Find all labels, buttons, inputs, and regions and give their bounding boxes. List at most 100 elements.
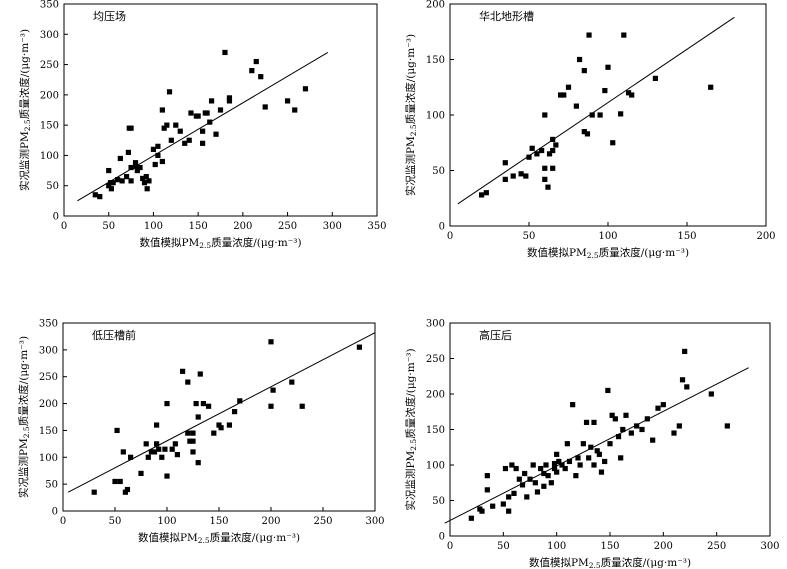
data-point: [188, 110, 194, 116]
data-point: [602, 458, 608, 465]
data-point: [529, 145, 535, 151]
x-tick-label: 50: [497, 541, 510, 552]
data-point: [484, 487, 490, 493]
x-tick-label: 150: [677, 231, 696, 242]
data-point: [197, 371, 203, 377]
data-point: [152, 161, 158, 168]
data-point: [168, 137, 174, 143]
y-tick-label: 100: [40, 151, 59, 162]
x-tick-label: 250: [313, 516, 332, 527]
data-point: [172, 441, 178, 447]
data-point: [169, 446, 175, 452]
data-point: [140, 175, 146, 182]
data-point: [195, 460, 201, 466]
data-point: [539, 147, 545, 154]
data-point: [207, 119, 213, 125]
data-point: [652, 75, 658, 81]
data-point: [206, 403, 212, 409]
data-point: [164, 122, 170, 128]
data-point: [150, 146, 157, 152]
x-tick-label: 150: [189, 221, 208, 232]
data-point: [629, 92, 635, 98]
data-point: [185, 430, 191, 436]
data-point: [91, 489, 97, 495]
data-point: [559, 462, 565, 468]
data-point: [618, 111, 624, 117]
data-point: [570, 402, 576, 408]
data-point: [222, 49, 228, 56]
data-point: [566, 458, 573, 465]
data-point: [268, 339, 274, 345]
data-point: [509, 462, 515, 468]
data-point: [185, 379, 191, 385]
y-tick-label: 200: [426, 0, 445, 11]
y-tick-label: 0: [439, 222, 445, 233]
data-point: [97, 194, 103, 200]
data-point: [527, 476, 533, 482]
data-point: [530, 462, 536, 468]
data-point: [575, 455, 581, 461]
x-tick-label: 100: [547, 541, 566, 552]
data-point: [573, 103, 579, 109]
data-point: [602, 87, 608, 94]
data-point: [684, 384, 690, 390]
data-point: [634, 423, 640, 429]
scatter-panel-2: 0 50 100 150 200 0 50 100 150 200 华北地形槽数值模拟PM2.5质量…: [404, 0, 776, 260]
data-point: [164, 400, 170, 407]
data-point: [120, 449, 126, 455]
data-point: [597, 112, 603, 118]
data-point: [125, 149, 131, 155]
data-point: [655, 405, 661, 411]
data-point: [708, 84, 714, 90]
data-point: [258, 74, 264, 80]
data-point: [132, 163, 139, 169]
plot-frame: [62, 322, 376, 512]
data-point: [550, 147, 556, 154]
data-point: [164, 473, 170, 479]
data-point: [159, 107, 165, 113]
x-tick-label: 200: [233, 221, 252, 232]
data-point: [292, 107, 298, 113]
data-point: [558, 92, 564, 98]
data-point: [155, 143, 161, 149]
data-point: [580, 441, 586, 447]
data-point: [115, 177, 121, 183]
x-axis-title: 数值模拟PM2.5质量浓度/(μg·m⁻³): [529, 556, 691, 569]
y-tick-label: 100: [426, 111, 445, 122]
data-point: [148, 449, 154, 455]
x-tick-label: 0: [447, 231, 453, 242]
data-point: [541, 483, 547, 489]
panel-title: 低压槽前: [92, 328, 136, 342]
data-point: [249, 68, 255, 74]
y-tick-label: 300: [40, 30, 59, 41]
data-point: [591, 462, 597, 468]
data-point: [190, 438, 196, 444]
data-point: [237, 398, 243, 404]
x-axis-title: 数值模拟PM2.5质量浓度/(μg·m⁻³): [527, 246, 689, 260]
fit-line: [67, 332, 376, 493]
data-point: [596, 451, 602, 457]
data-point: [144, 186, 150, 192]
y-tick-label: 300: [39, 345, 58, 356]
data-point: [186, 137, 192, 143]
data-point: [609, 412, 615, 418]
data-point: [542, 176, 548, 182]
data-point: [605, 64, 611, 70]
data-point: [180, 368, 186, 374]
data-point: [112, 478, 118, 485]
data-point: [217, 107, 224, 113]
y-tick-label: 50: [432, 496, 445, 507]
data-point: [468, 515, 474, 521]
data-point: [583, 419, 590, 425]
y-tick-label: 100: [39, 453, 58, 464]
x-tick-label: 200: [654, 541, 673, 552]
data-point: [615, 434, 622, 440]
data-point: [561, 92, 567, 98]
data-point: [639, 426, 645, 433]
data-point: [226, 98, 233, 104]
data-point: [607, 441, 613, 447]
data-point: [543, 462, 549, 468]
data-point: [117, 478, 123, 485]
data-point: [195, 414, 201, 420]
x-tick-label: 200: [756, 231, 775, 242]
